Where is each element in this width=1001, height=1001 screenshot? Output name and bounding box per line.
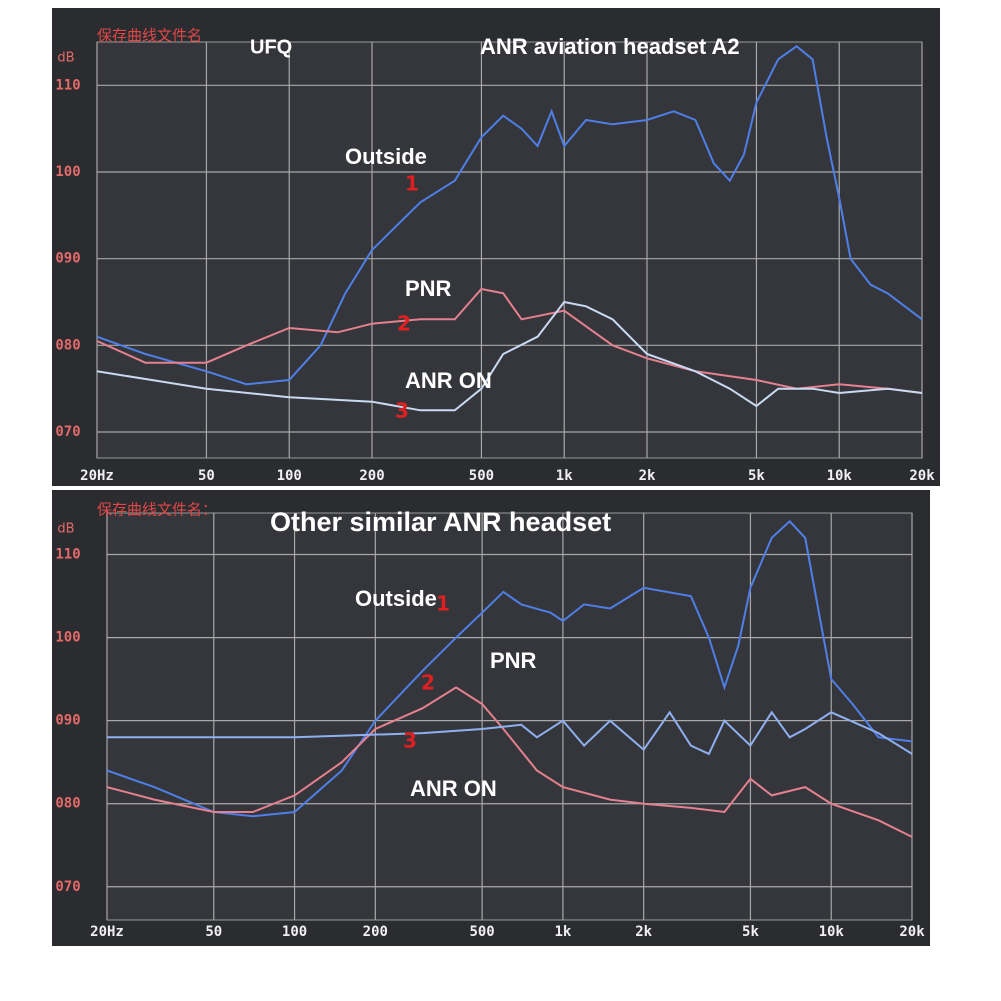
y-tick-label: 110: [55, 77, 80, 93]
y-tick-label: 110: [55, 547, 80, 563]
y-tick-label: 080: [55, 796, 80, 812]
series-label: PNR: [490, 648, 537, 673]
series-marker: 2: [397, 312, 411, 336]
x-tick-label: 1k: [554, 924, 571, 940]
x-tick-label: 20Hz: [90, 924, 124, 940]
series-line: [107, 710, 913, 756]
header: 保存曲线文件名：: [97, 501, 217, 519]
series-label: ANR ON: [410, 776, 497, 801]
x-tick-label: 50: [205, 924, 222, 940]
x-tick-label: 200: [359, 468, 384, 484]
x-tick-label: 10k: [827, 468, 853, 484]
chart-title: ANR aviation headset A2: [480, 34, 740, 59]
series-marker: 1: [436, 592, 450, 616]
x-tick-label: 1k: [556, 468, 573, 484]
series-label: ANR ON: [405, 368, 492, 393]
x-tick-label: 2k: [635, 924, 652, 940]
plot-area: [96, 41, 923, 459]
series-label: Outside: [345, 144, 427, 169]
series-line: [96, 287, 923, 394]
y-tick-label: 070: [55, 424, 80, 440]
x-tick-label: 200: [363, 924, 388, 940]
series-marker: 3: [403, 729, 417, 753]
series-line: [106, 686, 913, 838]
x-tick-label: 2k: [639, 468, 656, 484]
x-tick-label: 10k: [819, 924, 845, 940]
x-tick-label: 100: [277, 468, 302, 484]
x-tick-label: 5k: [748, 468, 765, 484]
y-tick-label: 100: [55, 630, 80, 646]
x-tick-label: 5k: [742, 924, 759, 940]
plot-area: [106, 512, 913, 921]
x-tick-label: 500: [469, 924, 494, 940]
x-tick-label: 20Hz: [80, 468, 114, 484]
y-tick-label: 070: [55, 879, 80, 895]
chart-title: Other similar ANR headset: [270, 507, 611, 537]
y-axis-label: dB: [57, 522, 74, 537]
y-tick-label: 090: [55, 713, 80, 729]
series-label: Outside: [355, 586, 437, 611]
y-tick-label: 100: [55, 164, 80, 180]
series-line: [106, 519, 913, 818]
x-tick-label: 100: [282, 924, 307, 940]
series-label: PNR: [405, 276, 452, 301]
y-tick-label: 080: [55, 337, 80, 353]
x-tick-label: 50: [198, 468, 215, 484]
y-axis-label: dB: [57, 51, 74, 66]
x-tick-label: 500: [469, 468, 494, 484]
y-tick-label: 090: [55, 251, 80, 267]
series-line: [96, 45, 923, 386]
file-name: UFQ: [250, 36, 292, 58]
series-line: [96, 300, 923, 412]
header: 保存曲线文件名: [97, 27, 202, 45]
x-tick-label: 20k: [899, 924, 925, 940]
series-marker: 2: [421, 671, 435, 695]
series-marker: 3: [395, 399, 409, 423]
series-marker: 1: [405, 172, 419, 196]
x-tick-label: 20k: [909, 468, 935, 484]
